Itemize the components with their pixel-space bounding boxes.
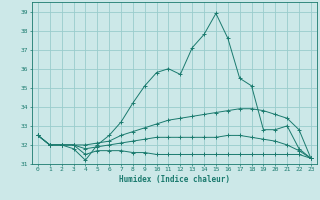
X-axis label: Humidex (Indice chaleur): Humidex (Indice chaleur) [119,175,230,184]
